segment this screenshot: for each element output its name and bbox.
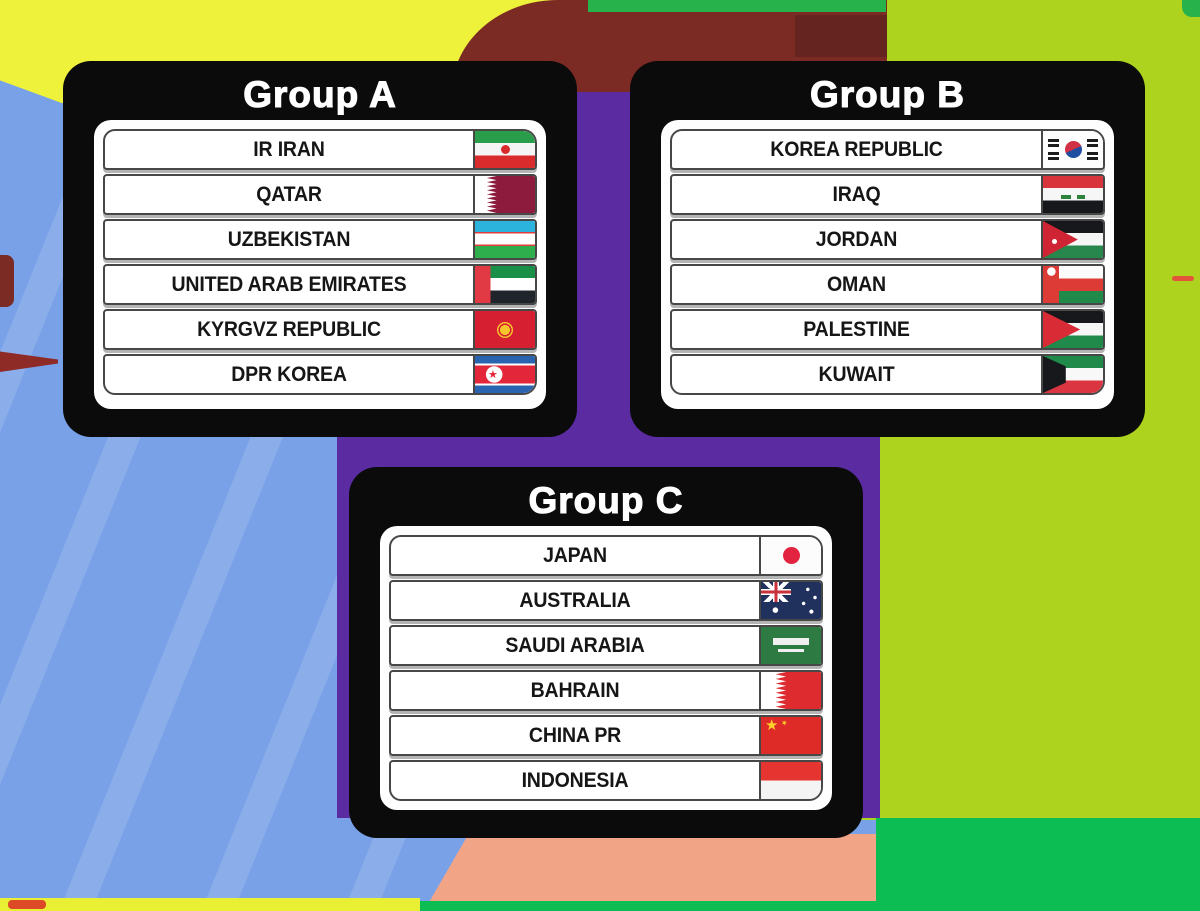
team-name: QATAR (256, 182, 322, 206)
team-row: SAUDI ARABIA (389, 625, 823, 666)
team-name: KYRGVZ REPUBLIC (197, 317, 381, 341)
team-name: DPR KOREA (231, 362, 347, 386)
group-b-title: Group B (809, 73, 965, 115)
team-row: OMAN (670, 264, 1105, 305)
background-green-bottom-strip (418, 901, 878, 911)
team-row: INDONESIA (389, 760, 823, 801)
team-name: KUWAIT (818, 362, 895, 386)
team-row: KYRGVZ REPUBLIC (103, 309, 537, 350)
team-name: UNITED ARAB EMIRATES (171, 272, 407, 296)
iraq-flag-icon (1043, 176, 1103, 213)
palestine-flag-icon (1043, 311, 1103, 348)
group-c-panel: Group C JAPAN AUSTRALIA SAUDI ARABIA BAH… (349, 467, 863, 838)
group-a-title: Group A (243, 73, 397, 115)
team-row: CHINA PR (389, 715, 823, 756)
team-row: UNITED ARAB EMIRATES (103, 264, 537, 305)
group-c-card: JAPAN AUSTRALIA SAUDI ARABIA BAHRAIN CHI… (380, 526, 832, 810)
team-name: INDONESIA (521, 768, 629, 792)
indonesia-flag-icon (761, 762, 821, 799)
background-green-top-strip (588, 0, 886, 12)
team-row: JORDAN (670, 219, 1105, 260)
team-name: PALESTINE (803, 317, 910, 341)
group-a-card: IR IRAN QATAR UZBEKISTAN UNITED ARAB EMI… (94, 120, 546, 409)
saudi-arabia-flag-icon (761, 627, 821, 664)
team-name: IR IRAN (253, 137, 325, 161)
team-row: UZBEKISTAN (103, 219, 537, 260)
dpr-korea-flag-icon (475, 356, 535, 393)
china-flag-icon (761, 717, 821, 754)
team-name: JAPAN (543, 543, 607, 567)
team-name: BAHRAIN (530, 678, 620, 702)
team-name: SAUDI ARABIA (505, 633, 645, 657)
team-row: IRAQ (670, 174, 1105, 215)
background-green-top-right (1182, 0, 1200, 17)
team-name: JORDAN (815, 227, 898, 251)
team-row: JAPAN (389, 535, 823, 576)
japan-flag-icon (761, 537, 821, 574)
background-yellow-bottom-strip (0, 898, 420, 911)
team-row: PALESTINE (670, 309, 1105, 350)
background-orange-dash (1172, 276, 1194, 281)
oman-flag-icon (1043, 266, 1103, 303)
jordan-flag-icon (1043, 221, 1103, 258)
iran-flag-icon (475, 131, 535, 168)
background-maroon-dark-block (795, 15, 887, 57)
team-name: UZBEKISTAN (227, 227, 351, 251)
team-name: KOREA REPUBLIC (770, 137, 943, 161)
background-red-sliver (8, 900, 46, 909)
group-a-panel: Group A IR IRAN QATAR UZBEKISTAN UNITED … (63, 61, 577, 437)
background-green-bottom-right (876, 818, 1200, 911)
team-name: AUSTRALIA (519, 588, 631, 612)
bahrain-flag-icon (761, 672, 821, 709)
qatar-flag-icon (475, 176, 535, 213)
uae-flag-icon (475, 266, 535, 303)
kuwait-flag-icon (1043, 356, 1103, 393)
team-name: IRAQ (832, 182, 881, 206)
background-maroon-left-sliver (0, 255, 14, 307)
australia-flag-icon (761, 582, 821, 619)
team-name: CHINA PR (528, 723, 622, 747)
background-salmon (428, 834, 878, 904)
team-row: DPR KOREA (103, 354, 537, 395)
team-row: IR IRAN (103, 129, 537, 170)
team-row: AUSTRALIA (389, 580, 823, 621)
group-b-panel: Group B KOREA REPUBLIC IRAQ JORDAN OMAN … (630, 61, 1145, 437)
team-row: KUWAIT (670, 354, 1105, 395)
group-c-title: Group C (528, 479, 684, 521)
uzbekistan-flag-icon (475, 221, 535, 258)
kyrgyzstan-flag-icon (475, 311, 535, 348)
group-b-card: KOREA REPUBLIC IRAQ JORDAN OMAN PALESTIN… (661, 120, 1114, 409)
korea-republic-flag-icon (1043, 131, 1103, 168)
team-row: BAHRAIN (389, 670, 823, 711)
team-row: KOREA REPUBLIC (670, 129, 1105, 170)
team-row: QATAR (103, 174, 537, 215)
team-name: OMAN (827, 272, 886, 296)
